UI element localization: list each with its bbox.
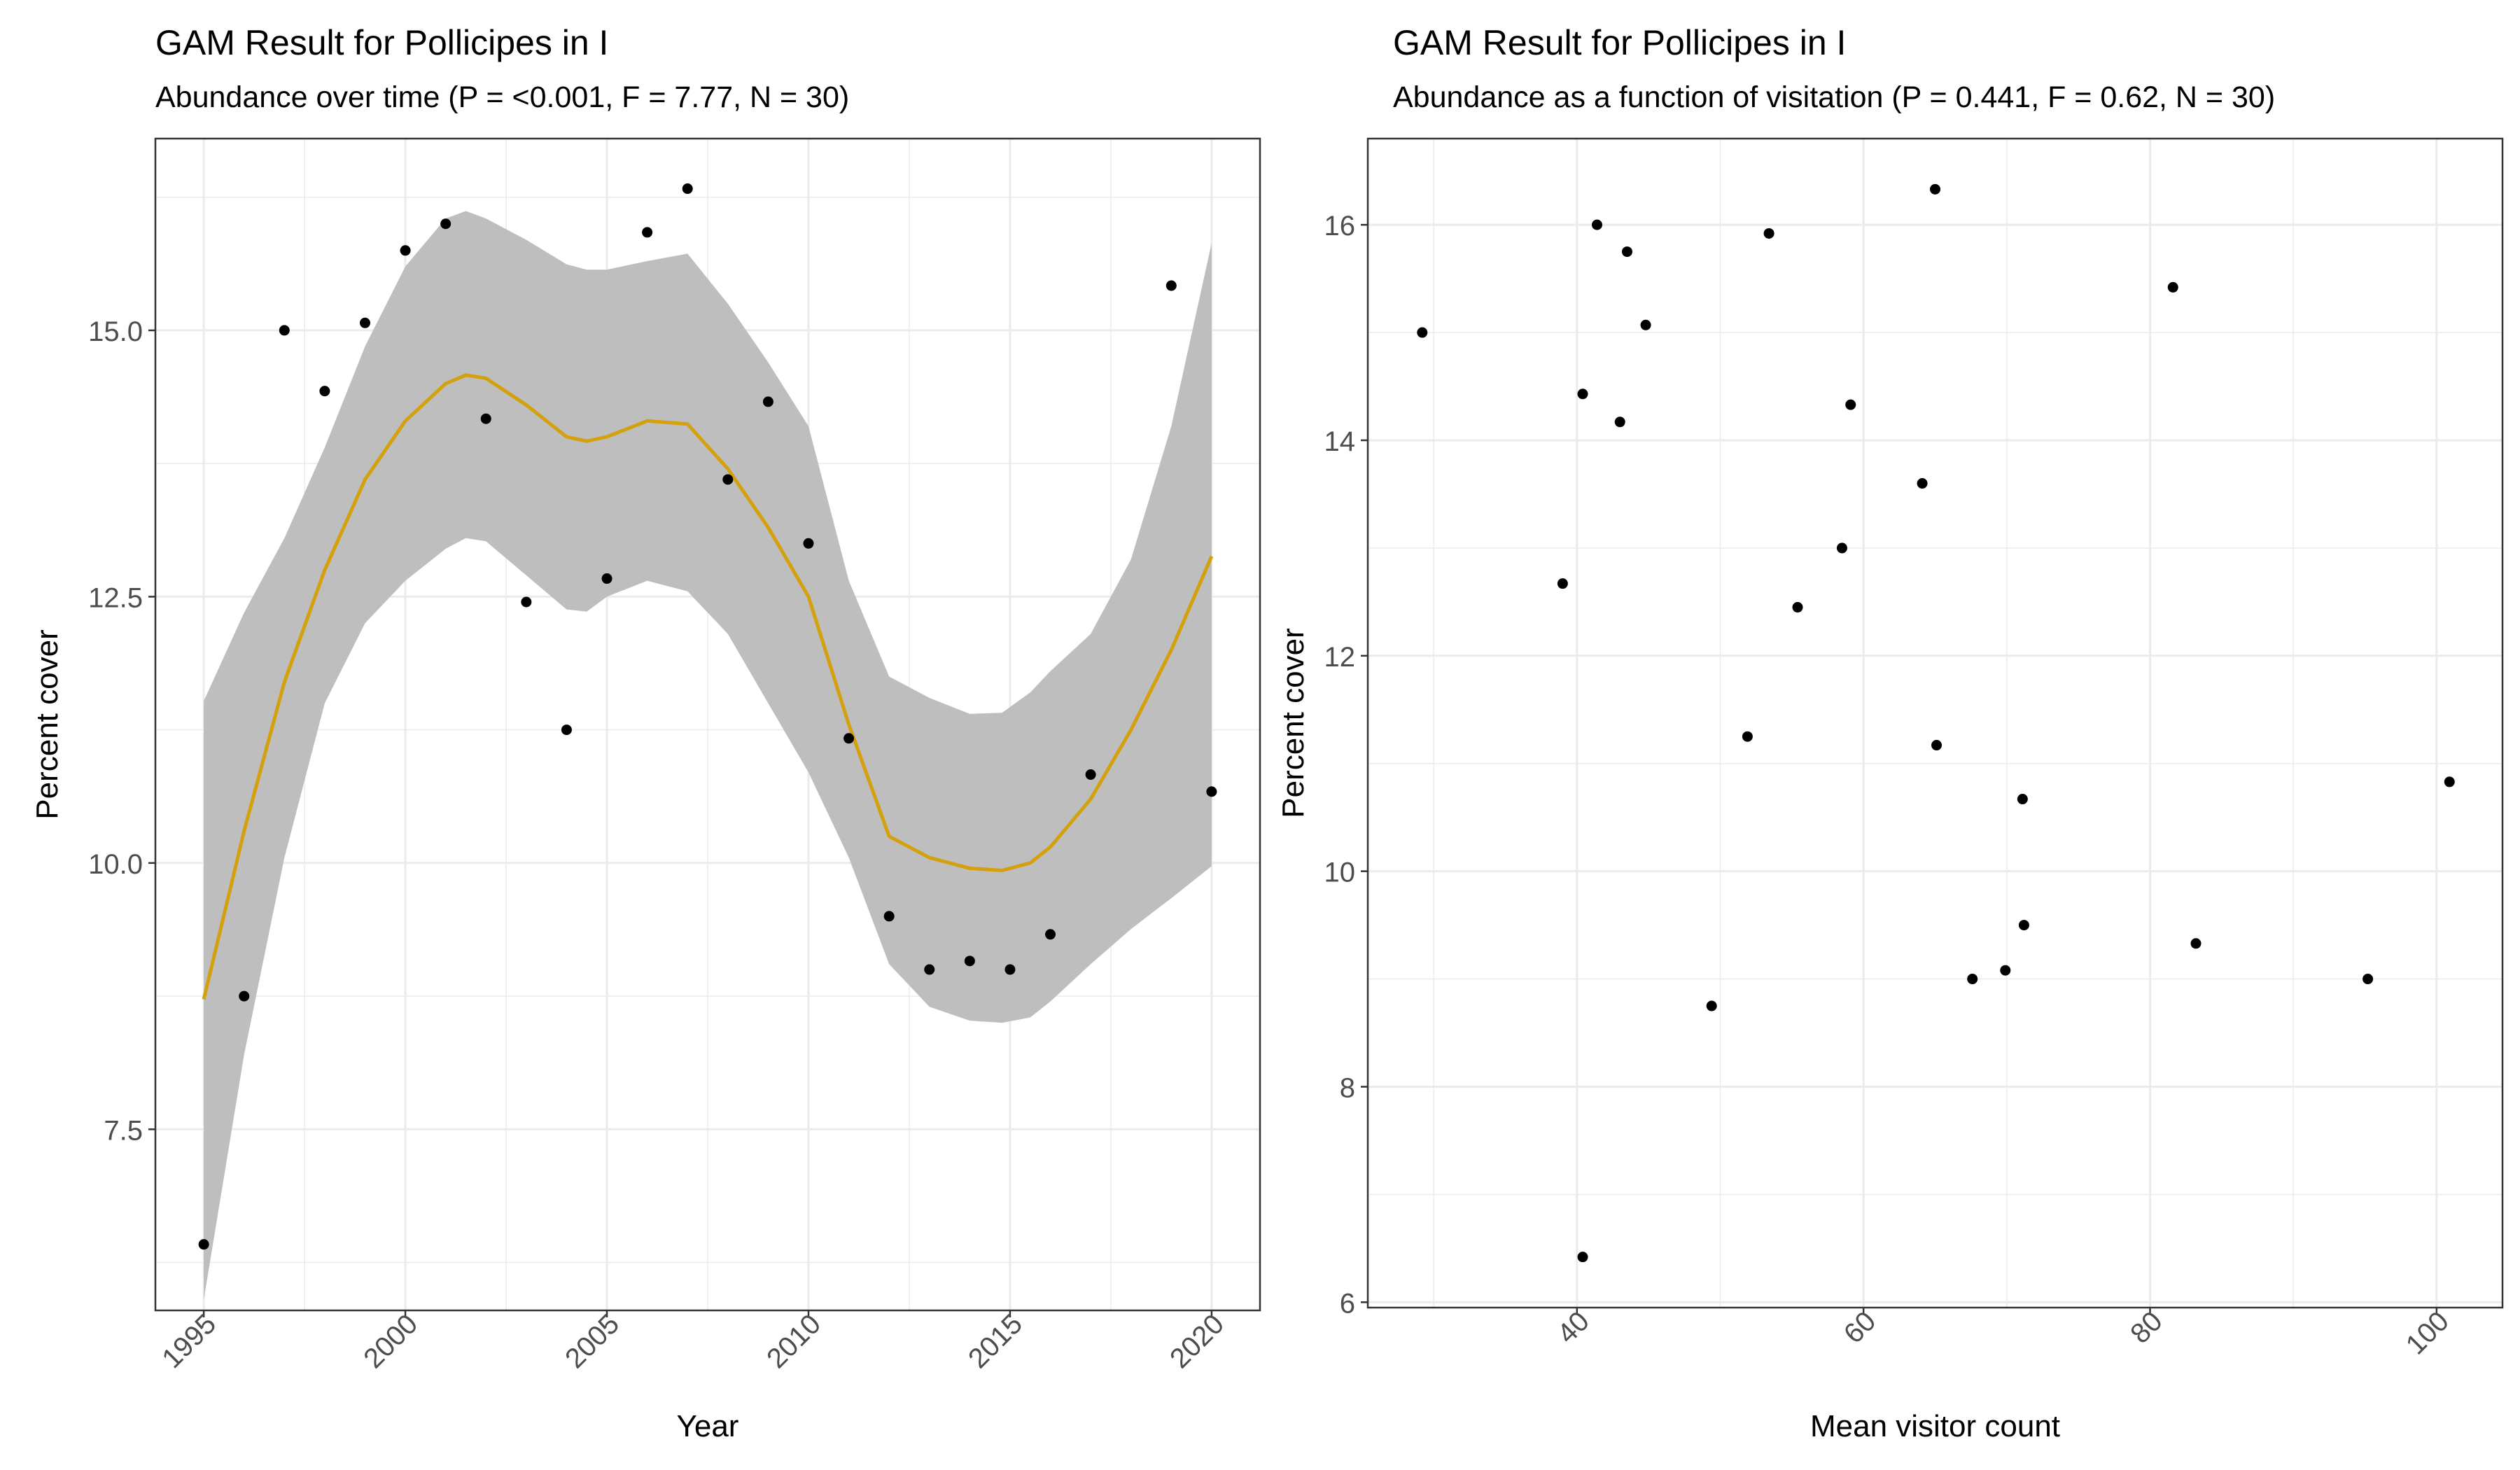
data-point	[2190, 938, 2202, 949]
data-point	[682, 183, 693, 195]
data-point	[964, 955, 975, 967]
data-point	[1706, 1000, 1717, 1011]
x-tick-label: 60	[1838, 1306, 1882, 1350]
plot-frame	[154, 137, 1261, 1312]
data-points	[1417, 183, 2455, 1263]
confidence-ribbon	[204, 211, 1212, 1300]
data-point	[1967, 974, 1978, 985]
y-tick-label: 15.0	[88, 316, 143, 347]
grid-lines	[1368, 139, 2502, 1308]
data-point	[2018, 920, 2029, 931]
y-tick-label: 10.0	[88, 849, 143, 880]
y-tick-label: 7.5	[104, 1115, 143, 1146]
data-point	[440, 218, 451, 230]
data-point	[1085, 769, 1096, 780]
data-point	[2000, 965, 2011, 976]
x-axis-title: Mean visitor count	[1810, 1409, 2060, 1443]
left-chart-subtitle: Abundance over time (P = <0.001, F = 7.7…	[155, 80, 850, 114]
y-tick-label: 12.5	[88, 582, 143, 613]
data-point	[1917, 478, 1928, 489]
data-point	[1614, 416, 1625, 428]
data-point	[521, 596, 532, 608]
data-point	[762, 396, 774, 407]
data-point	[1577, 388, 1588, 400]
data-point	[1417, 327, 1428, 338]
right-chart-svg: 6 8 10 12 14 16 40 60 80 100 Mean visitor count Per…	[1276, 137, 2504, 1443]
x-tick-label: 100	[2400, 1306, 2455, 1360]
data-point	[239, 990, 250, 1002]
x-tick-label: 1995	[156, 1308, 222, 1374]
left-chart-svg: 7.5 10.0 12.5 15.0 1995 2000 2005 2010 2015 2020 Y…	[30, 137, 1261, 1443]
data-point	[1763, 227, 1774, 239]
data-point	[198, 1239, 209, 1250]
data-point	[1792, 602, 1803, 613]
left-chart-panel: GAM Result for Pollicipes in I Abundance…	[30, 23, 1261, 1443]
data-point	[359, 317, 370, 328]
data-point	[1621, 246, 1632, 258]
data-point	[601, 573, 612, 584]
left-chart-title: GAM Result for Pollicipes in I	[155, 23, 609, 62]
data-point	[1930, 183, 1940, 195]
gam-smooth-line	[202, 373, 1214, 1000]
y-axis-title: Percent cover	[30, 629, 64, 819]
y-tick-label: 6	[1340, 1288, 1355, 1319]
data-point	[722, 474, 734, 485]
data-point	[1836, 542, 1847, 554]
data-point	[642, 227, 653, 238]
y-tick-label: 8	[1340, 1072, 1355, 1103]
x-tick-label: 2020	[1164, 1308, 1230, 1374]
y-axis-title: Percent cover	[1276, 628, 1310, 818]
y-tick-label: 12	[1324, 642, 1356, 673]
data-point	[2362, 974, 2374, 985]
x-tick-label: 40	[1551, 1306, 1595, 1350]
data-point	[319, 386, 330, 397]
x-tick-label: 2005	[559, 1308, 625, 1374]
data-point	[2017, 794, 2028, 805]
data-point	[803, 538, 814, 549]
plot-frame	[1366, 137, 2504, 1309]
x-tick-label: 2015	[962, 1308, 1028, 1374]
data-point	[1931, 740, 1942, 751]
data-point	[924, 964, 935, 975]
y-tick-label: 16	[1324, 211, 1356, 241]
y-tick-label: 10	[1324, 858, 1356, 888]
data-point	[1045, 929, 1056, 940]
data-point	[1640, 319, 1651, 330]
data-point	[400, 245, 411, 256]
data-point	[1577, 1252, 1588, 1263]
data-point	[279, 325, 290, 336]
x-axis-title: Year	[677, 1409, 739, 1443]
data-point	[1742, 731, 1753, 742]
x-tick-label: 2010	[761, 1308, 827, 1374]
data-point	[1206, 786, 1217, 797]
x-tick-label: 2000	[358, 1308, 424, 1374]
data-points	[198, 183, 1217, 1250]
data-point	[561, 724, 572, 736]
data-point	[1166, 280, 1177, 291]
data-point	[480, 413, 491, 424]
x-tick-label: 80	[2124, 1306, 2169, 1350]
data-point	[1591, 219, 1602, 230]
data-point	[1845, 399, 1856, 410]
data-point	[1557, 578, 1568, 589]
data-point	[883, 911, 895, 922]
right-chart-title: GAM Result for Pollicipes in I	[1393, 23, 1847, 62]
data-point	[2167, 281, 2178, 293]
right-chart-subtitle: Abundance as a function of visitation (P…	[1393, 80, 2276, 114]
data-point	[844, 733, 855, 744]
right-chart-panel: GAM Result for Pollicipes in I Abundance…	[1260, 0, 2520, 1470]
data-point	[1004, 964, 1016, 975]
y-tick-label: 14	[1324, 426, 1356, 457]
data-point	[2444, 776, 2455, 788]
